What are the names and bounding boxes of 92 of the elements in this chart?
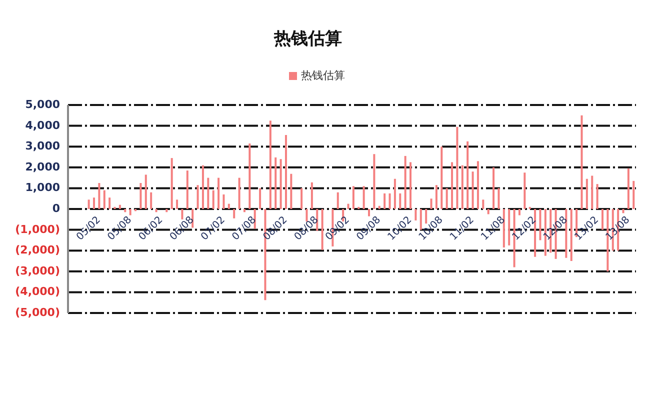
bar — [565, 209, 568, 258]
y-tick-label: 0 — [52, 202, 60, 216]
bar — [476, 161, 479, 209]
bar — [632, 180, 635, 209]
bar — [166, 209, 168, 212]
legend-label: 热钱估算 — [301, 69, 345, 82]
bar — [487, 209, 490, 214]
bar — [202, 165, 204, 209]
bar — [280, 159, 282, 209]
bar — [259, 188, 262, 209]
y-tick-label: 1,000 — [25, 181, 60, 194]
chart-title: 热钱估算 — [272, 28, 343, 50]
bar — [524, 172, 526, 209]
bar — [310, 182, 313, 209]
bar — [228, 204, 230, 209]
bar — [269, 120, 272, 209]
bar — [378, 206, 380, 209]
bar — [451, 162, 454, 209]
bar — [388, 193, 391, 209]
bar — [466, 141, 469, 209]
bar — [176, 200, 178, 209]
bar — [508, 209, 510, 246]
bar — [580, 115, 583, 209]
bar — [518, 209, 520, 216]
bar — [347, 204, 350, 209]
bar — [103, 190, 106, 209]
bar — [321, 209, 324, 250]
bar — [456, 126, 458, 209]
bar — [482, 200, 484, 209]
bar — [498, 188, 500, 209]
bar — [362, 186, 365, 209]
y-tick-label: 3,000 — [25, 140, 60, 153]
bar — [539, 209, 542, 240]
bar — [472, 172, 474, 209]
bar — [124, 209, 126, 212]
y-tick-label: 2,000 — [25, 160, 60, 174]
bar — [394, 178, 396, 209]
bar — [212, 190, 214, 209]
bar — [144, 174, 147, 209]
bar — [373, 154, 376, 209]
bar — [108, 198, 111, 209]
bar — [93, 198, 96, 209]
bar — [88, 200, 90, 209]
y-tick-label: (2,000) — [15, 244, 60, 257]
bar — [384, 193, 386, 209]
bar — [98, 183, 100, 209]
bar — [502, 209, 505, 248]
y-tick-label: (3,000) — [15, 264, 60, 278]
y-tick-label: (1,000) — [15, 222, 60, 236]
bar — [534, 209, 536, 257]
bar — [118, 204, 121, 209]
bar — [170, 158, 173, 209]
bar — [284, 134, 287, 209]
bar — [435, 185, 438, 209]
bar — [410, 162, 412, 209]
bar — [352, 186, 354, 209]
bar — [196, 185, 199, 209]
bar — [129, 209, 132, 216]
bar — [290, 174, 292, 209]
bar — [461, 165, 464, 209]
bar — [207, 178, 210, 209]
bar — [222, 194, 225, 209]
bar — [414, 209, 417, 220]
bar — [570, 209, 572, 261]
bar — [440, 146, 443, 209]
bar — [591, 176, 594, 209]
y-tick-label: (5,000) — [15, 306, 60, 320]
bar — [186, 170, 188, 209]
bar — [404, 156, 406, 209]
y-tick-label: 5,000 — [25, 98, 60, 112]
bar — [243, 209, 246, 212]
bar — [248, 143, 251, 209]
bar — [300, 188, 303, 209]
y-tick-label: (4,000) — [15, 285, 60, 298]
bar — [155, 209, 158, 212]
bar — [238, 178, 240, 209]
bar — [586, 178, 588, 209]
bar — [446, 188, 448, 209]
bar — [336, 192, 339, 209]
bar — [601, 209, 604, 230]
y-tick-label: 4,000 — [25, 118, 60, 132]
bar — [622, 209, 624, 214]
bar — [218, 178, 220, 209]
bar — [492, 167, 495, 209]
bar — [368, 209, 370, 216]
bar — [140, 183, 142, 209]
bar — [627, 168, 630, 209]
bar — [150, 192, 152, 209]
bar — [399, 193, 402, 209]
bar — [430, 198, 432, 209]
bar — [596, 184, 598, 209]
bar — [274, 157, 277, 209]
